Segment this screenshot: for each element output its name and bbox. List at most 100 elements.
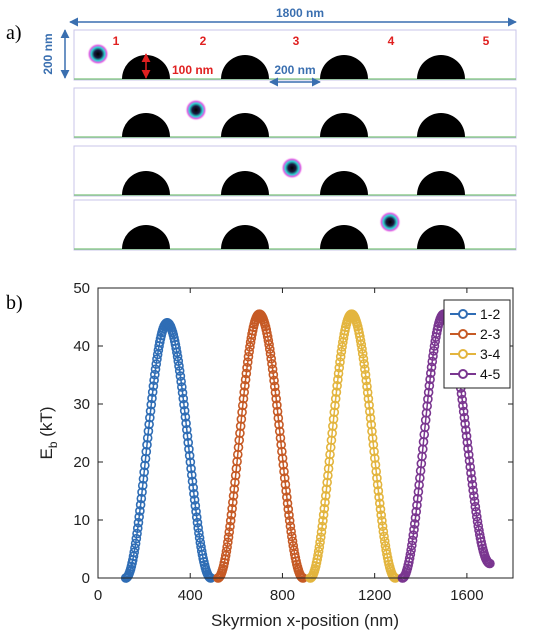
data-point	[237, 407, 247, 418]
data-point	[373, 486, 384, 496]
data-point	[463, 449, 474, 460]
data-point	[458, 400, 468, 411]
data-point	[277, 446, 287, 457]
data-point	[462, 437, 473, 448]
data-point	[460, 419, 470, 429]
data-point	[318, 510, 329, 520]
data-point	[141, 446, 152, 457]
data-point	[376, 510, 387, 520]
data-point	[188, 482, 198, 493]
data-point	[175, 371, 186, 381]
data-point	[322, 477, 332, 488]
data-point	[180, 412, 191, 422]
data-point	[461, 425, 471, 435]
data-point	[177, 387, 188, 398]
data-point	[360, 369, 371, 380]
data-point	[362, 381, 372, 392]
x-tick-label: 1200	[358, 587, 391, 604]
data-point	[234, 435, 245, 446]
data-point	[242, 362, 252, 373]
data-point	[274, 419, 284, 430]
data-point	[429, 341, 440, 351]
data-point	[223, 537, 233, 548]
data-point	[194, 528, 204, 538]
data-point	[131, 533, 142, 544]
data-point	[129, 547, 139, 558]
notch-bump	[417, 225, 465, 249]
data-point	[410, 513, 421, 523]
data-point	[183, 437, 194, 448]
legend-label: 4-5	[480, 366, 500, 382]
data-point	[268, 369, 279, 380]
data-point	[265, 348, 276, 359]
notch-bump	[122, 113, 170, 137]
legend: 1-2 2-3 3-4 4-5	[443, 299, 511, 389]
data-point	[182, 431, 193, 441]
data-point	[178, 393, 189, 404]
data-point	[314, 542, 325, 552]
data-point	[412, 493, 423, 504]
data-point	[192, 517, 203, 528]
data-point	[133, 517, 144, 528]
y-tick-label: 50	[73, 280, 90, 297]
data-point	[245, 342, 255, 352]
data-point	[186, 470, 197, 480]
notch-bump	[122, 225, 170, 249]
data-point	[189, 495, 200, 505]
data-point	[172, 347, 182, 358]
data-point	[421, 408, 432, 418]
data-point	[330, 400, 340, 411]
legend-marker	[458, 369, 468, 379]
data-point	[222, 542, 232, 552]
data-point	[409, 519, 420, 529]
data-point	[475, 533, 486, 544]
panel-a-label: a)	[6, 22, 22, 44]
data-point	[280, 479, 291, 490]
data-point	[335, 357, 345, 367]
data-point	[333, 368, 344, 379]
data-point	[282, 492, 292, 503]
data-point	[269, 381, 280, 392]
height-label: 200 nm	[41, 33, 55, 74]
skyrmion	[185, 99, 207, 121]
data-point	[145, 406, 156, 416]
data-point	[315, 537, 325, 548]
data-point	[366, 419, 377, 430]
data-point	[136, 493, 147, 504]
data-point	[264, 344, 275, 354]
data-point	[190, 501, 201, 511]
data-point	[363, 393, 374, 404]
data-point	[323, 463, 334, 474]
data-point	[179, 399, 189, 410]
data-point	[364, 400, 374, 410]
site-label-2: 2	[200, 34, 207, 48]
data-point	[413, 487, 424, 497]
data-point	[150, 369, 160, 380]
data-point	[139, 467, 149, 477]
data-point	[409, 524, 419, 535]
data-point	[143, 426, 154, 436]
data-point	[361, 375, 372, 386]
data-point	[371, 466, 382, 477]
data-point	[285, 521, 296, 532]
data-point	[320, 491, 331, 501]
data-point	[191, 512, 202, 523]
panel-b: 0 400 800 1200 1600 0 10 20 30 40 50 Skyrmion x-po…	[37, 280, 514, 630]
data-point	[134, 512, 144, 522]
data-point	[264, 339, 274, 350]
x-tick-label: 400	[178, 587, 203, 604]
data-point	[406, 545, 416, 555]
data-point	[276, 439, 286, 450]
site-label-3: 3	[293, 34, 300, 48]
data-point	[237, 400, 248, 411]
data-point	[140, 453, 151, 464]
data-point	[467, 479, 478, 490]
data-point	[369, 446, 379, 457]
data-point	[230, 470, 241, 481]
data-point	[287, 531, 297, 542]
data-point	[325, 449, 335, 460]
data-point	[358, 353, 369, 364]
data-point	[367, 433, 378, 443]
data-point	[279, 473, 290, 483]
